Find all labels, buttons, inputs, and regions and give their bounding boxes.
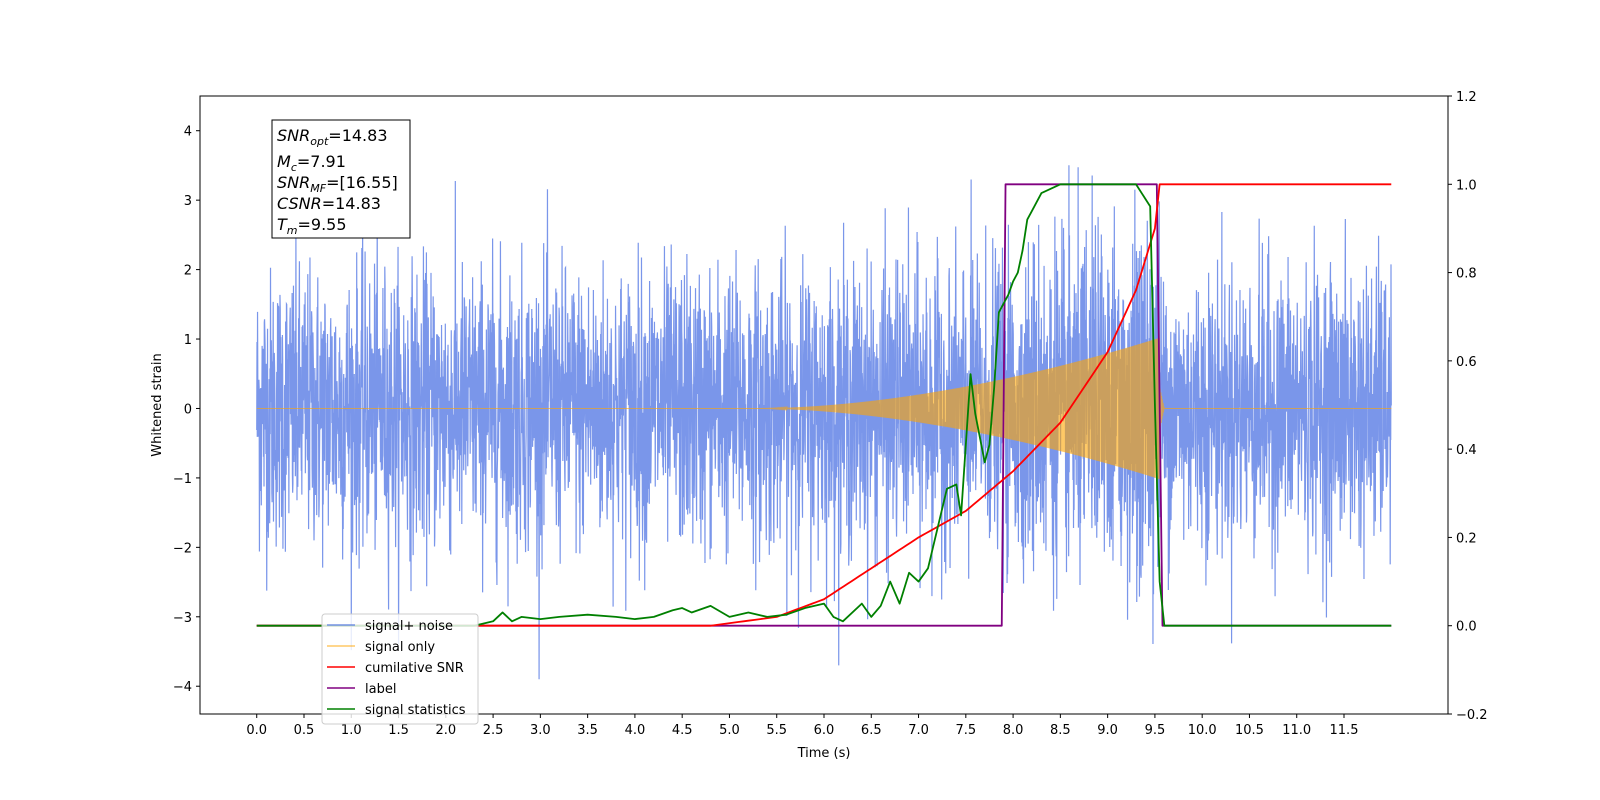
y-tick-label-right: 0.0 bbox=[1456, 620, 1477, 635]
annotation-tm: Tm=9.55 bbox=[277, 215, 347, 237]
y-tick-label-right: 1.2 bbox=[1456, 90, 1477, 105]
svg-text:signal statistics: signal statistics bbox=[365, 703, 466, 718]
x-axis-label: Time (s) bbox=[797, 746, 851, 761]
x-tick-label: 7.0 bbox=[908, 723, 929, 738]
y-tick-label-left: −1 bbox=[173, 472, 192, 487]
x-tick-label: 0.0 bbox=[246, 723, 267, 738]
x-tick-label: 2.0 bbox=[435, 723, 456, 738]
series-label bbox=[256, 183, 1392, 627]
series-signal-noise bbox=[256, 165, 1392, 680]
x-tick-label: 4.5 bbox=[672, 723, 693, 738]
svg-text:signal only: signal only bbox=[365, 640, 435, 655]
y-axis-right: −0.2 0.0 0.2 0.4 0.6 0.8 1.0 1.2 bbox=[1448, 90, 1488, 723]
x-tick-label: 6.5 bbox=[861, 723, 882, 738]
series-signal-statistics bbox=[256, 183, 1392, 627]
y-tick-label-left: 1 bbox=[184, 333, 192, 348]
annotation-snr-mf: SNRMF=[16.55] bbox=[277, 173, 398, 195]
x-tick-label: 5.5 bbox=[766, 723, 787, 738]
y-tick-label-right: 0.8 bbox=[1456, 267, 1477, 282]
annotation-snr-opt: SNRopt=14.83 bbox=[277, 126, 388, 148]
series-signal-only bbox=[256, 337, 1392, 479]
x-tick-label: 11.0 bbox=[1282, 723, 1311, 738]
x-tick-label: 3.0 bbox=[530, 723, 551, 738]
y-tick-label-left: 3 bbox=[184, 194, 192, 209]
x-tick-label: 0.5 bbox=[294, 723, 315, 738]
x-tick-label: 11.5 bbox=[1330, 723, 1359, 738]
y-tick-label-right: 0.6 bbox=[1456, 355, 1477, 370]
legend-item-label: label bbox=[327, 682, 396, 697]
x-tick-label: 7.5 bbox=[955, 723, 976, 738]
y-tick-label-right: 0.2 bbox=[1456, 531, 1477, 546]
legend-item-signal-only: signal only bbox=[327, 640, 435, 655]
legend: signal+ noise signal only cumilative SNR… bbox=[321, 613, 479, 725]
x-tick-label: 1.5 bbox=[388, 723, 409, 738]
x-tick-label: 10.5 bbox=[1235, 723, 1264, 738]
series-layer bbox=[256, 165, 1392, 680]
y-axis-left: −4 −3 −2 −1 0 1 2 3 4 bbox=[173, 125, 200, 695]
x-tick-label: 1.0 bbox=[341, 723, 362, 738]
x-tick-label: 2.5 bbox=[483, 723, 504, 738]
y-axis-label-left: Whitened strain bbox=[150, 353, 165, 456]
svg-text:label: label bbox=[365, 682, 396, 697]
y-tick-label-left: 4 bbox=[184, 125, 192, 140]
x-tick-label: 9.0 bbox=[1097, 723, 1118, 738]
annotation-mc: Mc=7.91 bbox=[277, 152, 346, 174]
legend-item-signal-statistics: signal statistics bbox=[327, 703, 466, 718]
legend-item-cumulative-snr: cumilative SNR bbox=[327, 661, 464, 676]
y-tick-label-right: 1.0 bbox=[1456, 178, 1477, 193]
svg-text:signal+ noise: signal+ noise bbox=[365, 619, 453, 634]
x-axis: 0.0 0.5 1.0 1.5 2.0 2.5 3.0 3.5 4.0 4.5 5.0 5.5 6.0 6… bbox=[246, 714, 1358, 738]
y-tick-label-left: −2 bbox=[173, 541, 192, 556]
legend-item-signal-noise: signal+ noise bbox=[327, 619, 453, 634]
svg-text:cumilative SNR: cumilative SNR bbox=[365, 661, 464, 676]
y-tick-label-left: 2 bbox=[184, 264, 192, 279]
x-tick-label: 5.0 bbox=[719, 723, 740, 738]
y-tick-label-left: 0 bbox=[184, 402, 192, 417]
x-tick-label: 10.0 bbox=[1188, 723, 1217, 738]
x-tick-label: 8.5 bbox=[1050, 723, 1071, 738]
annotation-csnr: CSNR=14.83 bbox=[277, 194, 381, 213]
y-tick-label-right: 0.4 bbox=[1456, 443, 1477, 458]
x-tick-label: 9.5 bbox=[1145, 723, 1166, 738]
x-tick-label: 4.0 bbox=[625, 723, 646, 738]
x-tick-label: 3.5 bbox=[577, 723, 598, 738]
x-tick-label: 8.0 bbox=[1003, 723, 1024, 738]
y-tick-label-right: −0.2 bbox=[1456, 708, 1488, 723]
parameter-annotation-box: SNRopt=14.83 Mc=7.91 SNRMF=[16.55] CSNR=… bbox=[271, 119, 411, 239]
y-tick-label-left: −4 bbox=[173, 680, 192, 695]
x-tick-label: 6.0 bbox=[814, 723, 835, 738]
y-tick-label-left: −3 bbox=[173, 611, 192, 626]
